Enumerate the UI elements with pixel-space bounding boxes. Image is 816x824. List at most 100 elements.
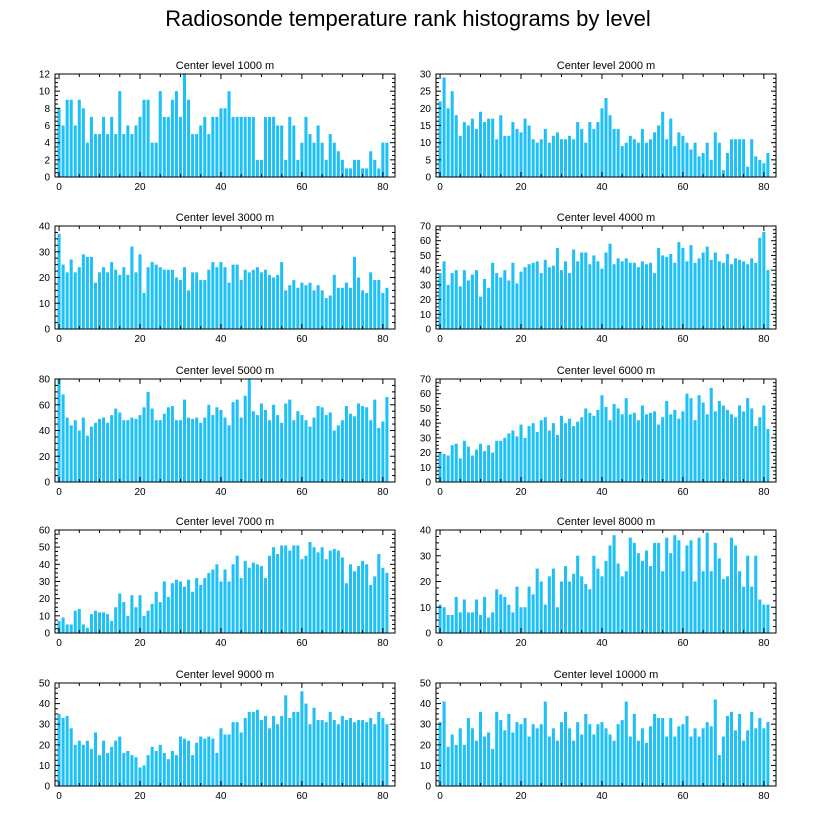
y-tick-label: 6 — [44, 121, 50, 132]
bar — [539, 420, 543, 482]
bar — [450, 614, 454, 633]
bar — [195, 578, 199, 633]
bar — [628, 135, 632, 177]
bar — [328, 550, 332, 633]
bar — [596, 261, 600, 329]
x-tick-label: 60 — [677, 334, 689, 345]
bar — [174, 91, 178, 177]
y-tick-label: 60 — [420, 389, 432, 400]
bar — [742, 411, 746, 482]
bar — [357, 277, 361, 329]
bar — [503, 730, 507, 786]
bar — [572, 139, 576, 177]
bar — [170, 406, 174, 482]
panel-6: Center level 6000 m 0 20 40 60 80 0 10 20 30 40 50 6… — [420, 365, 777, 498]
bar — [446, 455, 450, 482]
bar — [693, 581, 697, 633]
bar — [511, 732, 515, 786]
bar — [81, 624, 85, 633]
bar — [564, 139, 568, 177]
bar — [588, 412, 592, 482]
bar — [685, 715, 689, 786]
bar — [454, 270, 458, 329]
x-tick-label: 0 — [437, 487, 443, 498]
bar — [487, 445, 491, 482]
bar — [527, 264, 531, 329]
bar — [600, 108, 604, 177]
bar — [268, 116, 272, 177]
bar — [717, 401, 721, 482]
bar — [344, 583, 348, 633]
bar — [653, 132, 657, 177]
bar — [162, 269, 166, 329]
bar — [754, 555, 758, 633]
bar — [239, 417, 243, 483]
y-tick-label: 4 — [44, 138, 50, 149]
bar — [547, 430, 551, 482]
bar — [344, 720, 348, 786]
bar — [85, 740, 89, 786]
bar — [138, 767, 142, 786]
y-tick-label: 30 — [420, 551, 432, 562]
bar — [377, 711, 381, 786]
bar — [523, 607, 527, 633]
bar — [746, 166, 750, 177]
bar — [227, 734, 231, 786]
bar — [665, 736, 669, 786]
bar — [604, 252, 608, 329]
bar — [673, 262, 677, 329]
bar — [134, 272, 138, 329]
y-tick-label: 30 — [420, 70, 432, 81]
bar — [385, 142, 389, 177]
bar — [369, 584, 373, 633]
bar — [734, 730, 738, 786]
bar — [183, 267, 187, 329]
bar — [353, 571, 357, 633]
bar — [535, 142, 539, 177]
bar — [458, 612, 462, 633]
bar — [543, 259, 547, 329]
bar — [85, 435, 89, 482]
bar — [316, 285, 320, 329]
bar — [255, 415, 259, 482]
bar — [373, 576, 377, 633]
bar — [729, 414, 733, 482]
x-tick-label: 0 — [56, 487, 62, 498]
bar — [340, 420, 344, 482]
bar — [344, 168, 348, 177]
x-tick-label: 0 — [56, 334, 62, 345]
bar — [150, 746, 154, 786]
panel-title: Center level 10000 m — [554, 669, 659, 681]
bar — [178, 420, 182, 482]
bar — [725, 253, 729, 329]
bar — [576, 122, 580, 177]
bar — [65, 715, 69, 786]
bar — [106, 422, 110, 482]
bar — [191, 418, 195, 482]
bar — [251, 711, 255, 786]
x-tick-label: 60 — [296, 334, 308, 345]
bar — [166, 759, 170, 786]
bar — [373, 399, 377, 482]
x-tick-label: 80 — [758, 638, 770, 649]
bar — [263, 578, 267, 633]
bar — [754, 426, 758, 482]
bar — [487, 287, 491, 329]
bar — [365, 168, 369, 177]
panel-title: Center level 9000 m — [176, 669, 274, 681]
bar — [110, 116, 114, 177]
bar — [462, 744, 466, 786]
bar — [211, 415, 215, 482]
bar — [628, 414, 632, 482]
bar — [243, 560, 247, 633]
y-tick-label: 30 — [420, 280, 432, 291]
bar — [239, 280, 243, 329]
bar — [207, 134, 211, 177]
x-tick-label: 80 — [377, 334, 389, 345]
bar — [199, 125, 203, 177]
bar — [474, 270, 478, 329]
bar — [268, 274, 272, 329]
bar — [584, 584, 588, 633]
bar — [134, 607, 138, 633]
bar — [479, 111, 483, 177]
